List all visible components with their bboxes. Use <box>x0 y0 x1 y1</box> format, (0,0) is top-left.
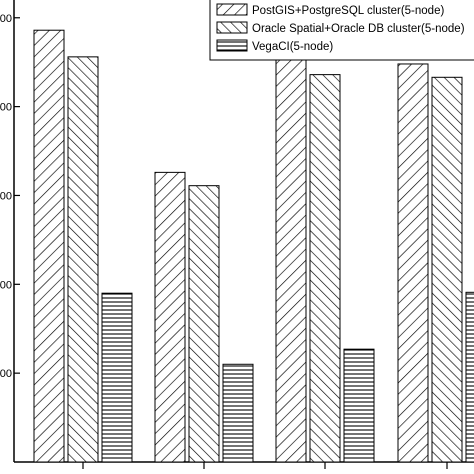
bar-vegaci <box>465 291 474 463</box>
bar-oracle <box>67 56 99 463</box>
y-tick-label: 00 <box>0 279 12 291</box>
bar-postgis <box>33 29 65 463</box>
bar-oracle <box>309 74 341 463</box>
bar-oracle <box>188 185 220 463</box>
legend-box <box>209 0 474 61</box>
bars-group <box>33 29 474 463</box>
y-tick-label: 00 <box>0 102 12 114</box>
y-tick-label: 00 <box>0 190 12 202</box>
bar-postgis <box>154 171 186 463</box>
y-tick-label: 00 <box>0 368 12 380</box>
y-tick-label: 00 <box>0 13 12 25</box>
legend-swatch-oracle <box>216 21 248 34</box>
bar-postgis <box>275 56 307 463</box>
legend-label-vegaci: VegaCI(5-node) <box>252 41 333 53</box>
y-axis-ticks: 00 00 00 00 00 <box>0 13 20 380</box>
legend-swatch-postgis <box>216 3 248 16</box>
bar-vegaci <box>222 363 254 463</box>
x-axis-ticks <box>82 462 448 469</box>
legend: PostGIS+PostgreSQL cluster(5-node) Oracl… <box>209 0 474 61</box>
legend-label-oracle: Oracle Spatial+Oracle DB cluster(5-node) <box>252 23 465 35</box>
bar-postgis <box>397 63 429 463</box>
bar-vegaci <box>101 292 133 463</box>
legend-swatch-vegaci <box>216 39 248 52</box>
bar-vegaci <box>343 348 375 463</box>
legend-label-postgis: PostGIS+PostgreSQL cluster(5-node) <box>252 5 444 17</box>
bar-oracle <box>431 76 463 463</box>
